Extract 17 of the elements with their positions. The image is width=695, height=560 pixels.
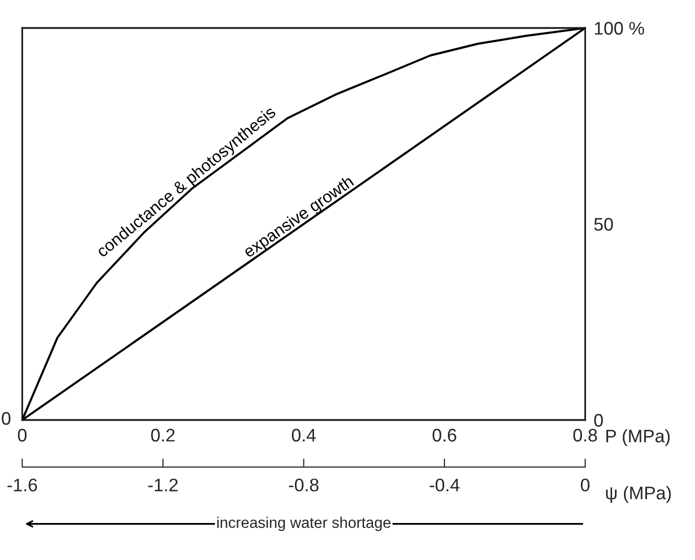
x2-tick-label: -0.8 xyxy=(288,478,318,492)
text: increasing water shortage xyxy=(217,516,391,531)
y2-tick-label: 0 xyxy=(594,414,603,427)
x2-axis-title: ψ (MPa) xyxy=(606,486,671,503)
x2-tick-label: 0 xyxy=(580,478,590,492)
y2-tick-label: 50 xyxy=(594,218,613,231)
x-tick-label: 0.2 xyxy=(151,428,175,442)
y2-tick-label: 100 % xyxy=(594,22,644,35)
x-tick-label: 0.8 xyxy=(573,428,597,442)
text: 0 xyxy=(2,412,10,425)
x-tick-label: 0 xyxy=(18,428,27,442)
x2-tick-label: -1.6 xyxy=(7,478,38,492)
x-tick-label: 0.6 xyxy=(432,428,456,442)
x2-tick-label: -1.2 xyxy=(148,478,178,492)
x-axis-title: P (MPa) xyxy=(606,429,670,446)
x-tick-label: 0.4 xyxy=(292,428,316,442)
x2-tick-label: -0.4 xyxy=(430,478,460,492)
